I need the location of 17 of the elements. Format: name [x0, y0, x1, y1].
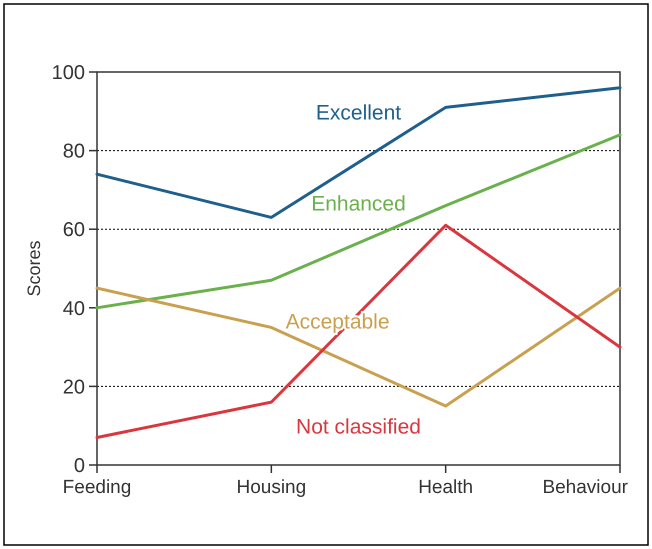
- y-tick-label: 80: [62, 140, 85, 163]
- y-tick-label: 0: [74, 455, 85, 477]
- line-series: [96, 86, 622, 219]
- y-tick-label: 20: [62, 376, 85, 398]
- y-tick-label: 60: [62, 219, 85, 242]
- y-axis-title: Scores: [24, 240, 44, 297]
- series-label: Enhanced: [311, 192, 406, 216]
- x-tick-label: Health: [418, 477, 474, 498]
- series-label: Excellent: [316, 101, 402, 124]
- x-tick-label: Housing: [236, 477, 306, 498]
- x-tick-label: Behaviour: [542, 477, 629, 498]
- series-label: Not classified: [296, 415, 421, 438]
- line-series: [96, 133, 622, 310]
- y-tick-label: 100: [52, 62, 85, 84]
- x-tick-label: Feeding: [62, 477, 132, 498]
- y-tick-label: 40: [62, 298, 85, 320]
- line-series: [96, 224, 622, 439]
